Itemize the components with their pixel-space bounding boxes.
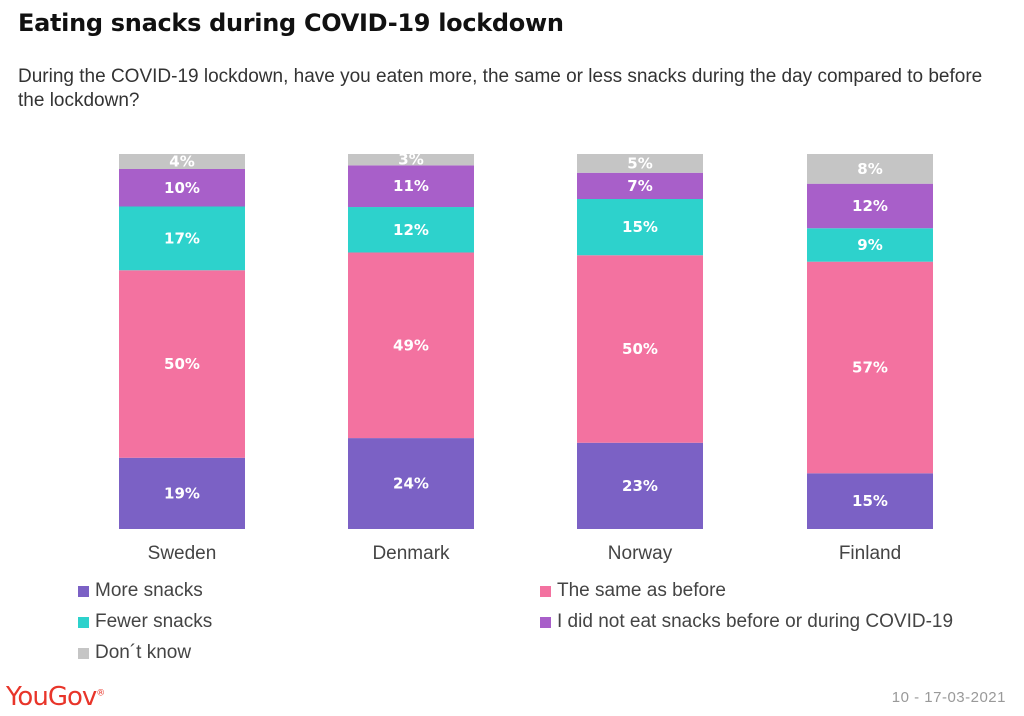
bar-segment bbox=[807, 473, 933, 529]
chart-title: Eating snacks during COVID-19 lockdown bbox=[18, 9, 564, 37]
chart-subtitle: During the COVID-19 lockdown, have you e… bbox=[18, 66, 983, 111]
bar-segment bbox=[577, 442, 703, 529]
bar-segment bbox=[119, 270, 245, 458]
category-label: Finland bbox=[839, 543, 901, 564]
bar-segment bbox=[348, 252, 474, 439]
data-label: 10% bbox=[164, 179, 200, 197]
brand-logo: YouGov® bbox=[6, 682, 105, 712]
bar-segment bbox=[348, 165, 474, 208]
bar-segment bbox=[807, 228, 933, 262]
data-label: 19% bbox=[164, 484, 200, 502]
bar-segment bbox=[807, 154, 933, 184]
category-label: Denmark bbox=[372, 543, 450, 564]
data-label: 24% bbox=[393, 475, 429, 493]
bar-segment bbox=[348, 438, 474, 529]
data-label: 8% bbox=[857, 160, 882, 178]
data-label: 50% bbox=[622, 340, 658, 358]
data-label: 12% bbox=[393, 221, 429, 239]
data-label: 11% bbox=[393, 177, 429, 195]
data-label: 12% bbox=[852, 197, 888, 215]
bar-segment bbox=[577, 255, 703, 443]
data-label: 7% bbox=[627, 177, 652, 195]
bar-segment bbox=[119, 457, 245, 529]
data-label: 57% bbox=[852, 358, 888, 376]
bar-segment bbox=[577, 199, 703, 256]
brand-name: YouGov bbox=[6, 682, 97, 712]
category-label: Sweden bbox=[148, 543, 217, 564]
bar-segment bbox=[807, 183, 933, 229]
data-label: 15% bbox=[622, 218, 658, 236]
data-label: 5% bbox=[627, 154, 652, 172]
bar-segment bbox=[348, 154, 474, 166]
bar-segment bbox=[348, 207, 474, 253]
survey-dates: 10 - 17-03-2021 bbox=[891, 689, 1006, 706]
bar-segment bbox=[577, 154, 703, 173]
bar-segment bbox=[119, 154, 245, 169]
data-label: 23% bbox=[622, 477, 658, 495]
data-label: 3% bbox=[398, 151, 423, 169]
brand-mark: ® bbox=[96, 688, 106, 699]
data-label: 4% bbox=[169, 153, 194, 171]
data-label: 15% bbox=[852, 492, 888, 510]
data-label: 50% bbox=[164, 355, 200, 373]
data-label: 17% bbox=[164, 229, 200, 247]
bar-segment bbox=[119, 169, 245, 207]
data-label: 9% bbox=[857, 236, 882, 254]
bar-segment bbox=[577, 172, 703, 199]
bar-segment bbox=[807, 261, 933, 474]
bar-segment bbox=[119, 206, 245, 271]
category-label: Norway bbox=[608, 543, 673, 564]
data-label: 49% bbox=[393, 336, 429, 354]
